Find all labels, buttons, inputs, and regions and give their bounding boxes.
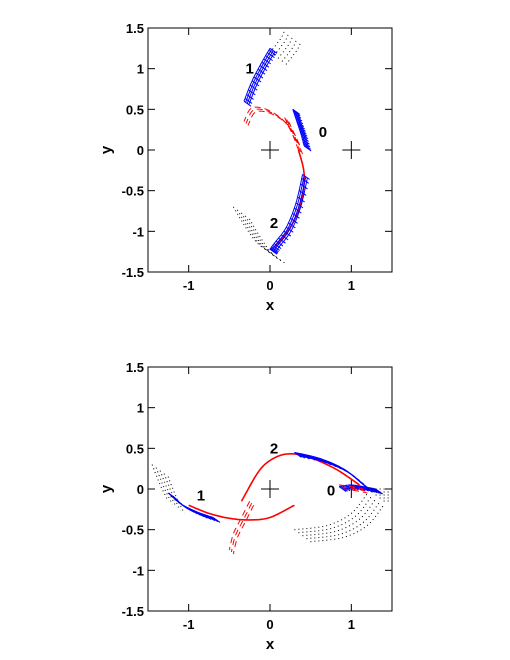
series-red-solid-curve bbox=[240, 453, 360, 502]
x-tick-label: -1 bbox=[183, 278, 195, 293]
y-tick-label: 1 bbox=[137, 401, 144, 416]
x-axis-label: x bbox=[266, 297, 275, 314]
y-tick-label: -1 bbox=[132, 224, 144, 239]
y-tick-label: -1 bbox=[132, 563, 144, 578]
series-red-solid-curve bbox=[188, 504, 295, 521]
center-marker bbox=[342, 141, 361, 159]
y-tick-label: 0.5 bbox=[126, 102, 144, 117]
center-marker bbox=[261, 480, 279, 498]
x-axis-label: x bbox=[266, 636, 275, 653]
series-blue-hatched-band bbox=[243, 47, 278, 107]
series-blue-hatched-band bbox=[292, 108, 312, 152]
y-tick-label: -0.5 bbox=[122, 184, 144, 199]
series-layer bbox=[151, 451, 392, 555]
x-tick-label: 0 bbox=[266, 617, 273, 632]
series-red-dashed-curve bbox=[339, 484, 368, 494]
series-dotted-trail bbox=[232, 206, 287, 265]
chart-panel-bottom: -1 0 1 -1.5 -1 -0.5 0 0.5 1 1.5 x y 0 1 2 bbox=[98, 360, 393, 653]
series-dotted-trail bbox=[269, 29, 302, 65]
body-index-label: 2 bbox=[270, 440, 278, 457]
y-tick-label: -0.5 bbox=[122, 523, 144, 538]
body-index-label: 0 bbox=[319, 124, 327, 141]
x-tick-label: 1 bbox=[348, 278, 355, 293]
center-marker bbox=[261, 141, 279, 159]
x-tick-label: 1 bbox=[348, 617, 355, 632]
y-tick-label: -1.5 bbox=[122, 265, 144, 280]
body-index-label: 1 bbox=[197, 488, 205, 505]
y-tick-label: 0.5 bbox=[126, 441, 144, 456]
series-dotted-trail bbox=[294, 492, 384, 543]
series-dotted-trail bbox=[151, 464, 185, 514]
series-red-dashed-curve bbox=[228, 500, 255, 555]
series-red-solid-curve bbox=[273, 149, 305, 249]
y-tick-label: 1.5 bbox=[126, 360, 144, 375]
y-axis-label: y bbox=[98, 484, 115, 493]
y-tick-label: 1.5 bbox=[126, 21, 144, 36]
y-tick-label: 0 bbox=[137, 143, 144, 158]
body-index-label: 2 bbox=[270, 215, 278, 232]
y-tick-label: 1 bbox=[137, 62, 144, 77]
series-layer bbox=[232, 29, 312, 265]
y-tick-label: 0 bbox=[137, 482, 144, 497]
series-red-dashed-curve bbox=[284, 117, 301, 147]
x-tick-label: -1 bbox=[183, 617, 195, 632]
body-index-label: 1 bbox=[245, 61, 253, 78]
series-blue-hatched-band bbox=[294, 451, 371, 491]
series-red-dashed-curve bbox=[243, 106, 303, 155]
series-blue-hatched-band bbox=[167, 492, 221, 523]
series-dotted-trail bbox=[367, 488, 392, 502]
chart-panel-top: -1 0 1 -1.5 -1 -0.5 0 0.5 1 1.5 x y 0 1 2 bbox=[98, 21, 393, 314]
x-tick-label: 0 bbox=[266, 278, 273, 293]
body-index-label: 0 bbox=[327, 483, 335, 500]
y-tick-label: -1.5 bbox=[122, 604, 144, 619]
y-axis-label: y bbox=[98, 145, 115, 154]
series-blue-hatched-band bbox=[269, 173, 310, 255]
